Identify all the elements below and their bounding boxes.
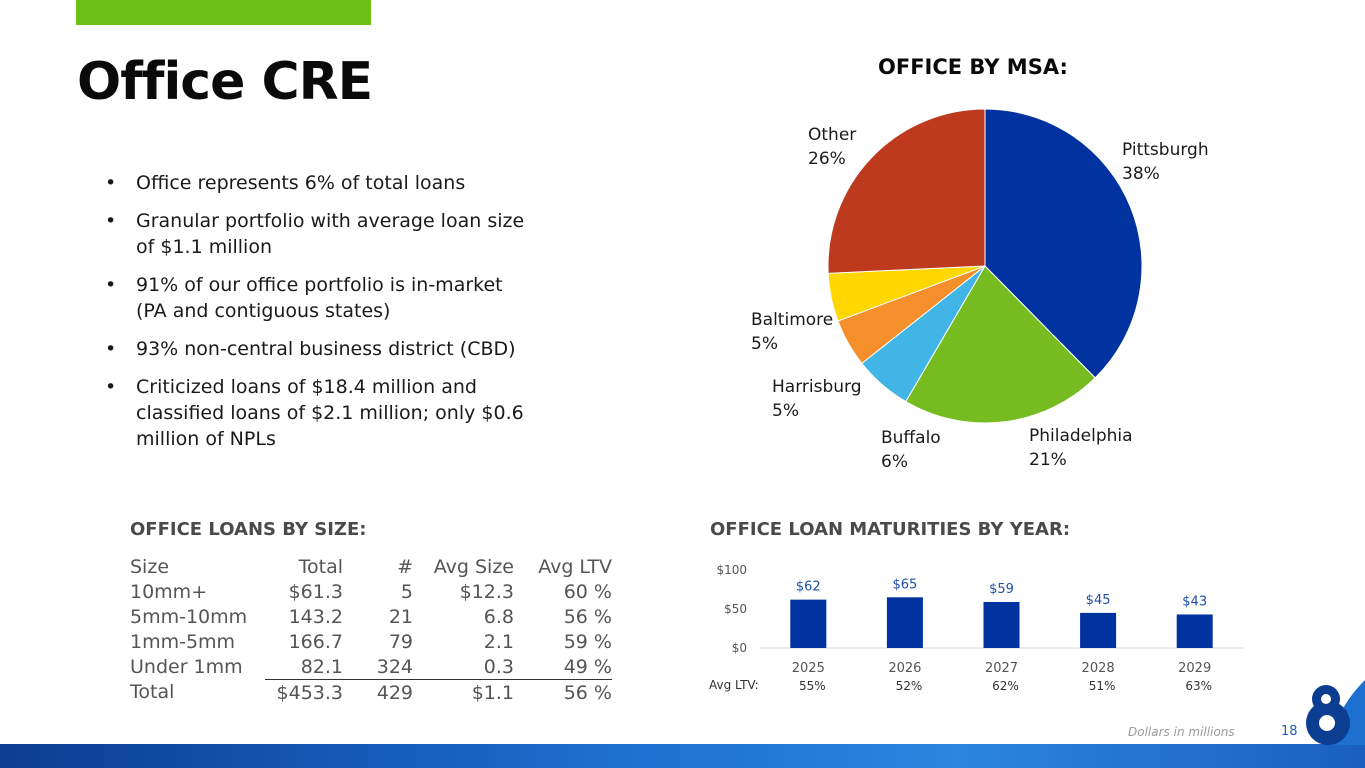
pie-label-value: 5% [772, 401, 799, 421]
table-title: OFFICE LOANS BY SIZE: [130, 519, 367, 540]
pie-label-name: Harrisburg [772, 377, 862, 397]
table-row: 10mm+ $61.3 5 $12.3 60 % [130, 579, 612, 604]
table-cell: $453.3 [265, 679, 343, 705]
bullet-item: Office represents 6% of total loans [105, 170, 535, 196]
ltv-value: 55% [799, 679, 826, 693]
table-cell: 5mm-10mm [130, 605, 248, 628]
pie-label-value: 38% [1122, 164, 1160, 184]
bullet-item: Granular portfolio with average loan siz… [105, 208, 535, 260]
pie-slice-harrisburg [837, 265, 986, 365]
pie-label-name: Pittsburgh [1122, 140, 1209, 160]
table-cell: 166.7 [288, 630, 343, 653]
footer-band [0, 744, 1365, 768]
pie-label-buffalo: Buffalo 6% [881, 426, 941, 474]
bar-data-label: $59 [989, 582, 1014, 597]
table-cell: 2.1 [483, 630, 514, 653]
pie-slice-philadelphia [905, 265, 1096, 424]
table-cell: 143.2 [288, 605, 343, 628]
table-cell: $1.1 [413, 679, 514, 705]
y-tick-label: $100 [716, 563, 747, 577]
pie-label-name: Buffalo [881, 428, 941, 448]
table-row: 5mm-10mm 143.2 21 6.8 56 % [130, 604, 612, 629]
pie-label-name: Baltimore [751, 310, 834, 330]
pie-slice-pittsburgh [984, 108, 1143, 379]
pie-label-value: 21% [1029, 450, 1067, 470]
bar-2025 [790, 599, 827, 648]
bar-data-label: $65 [892, 577, 917, 592]
table-header-row: Size Total # Avg Size Avg LTV [130, 554, 612, 579]
table-cell: 429 [343, 679, 413, 705]
table-cell: 10mm+ [130, 580, 208, 603]
table-total-row: Total $453.3 429 $1.1 56 % [130, 679, 612, 705]
column-header: Avg Size [433, 555, 514, 578]
table-cell: 49 % [563, 655, 612, 678]
page-number: 18 [1281, 724, 1298, 739]
pie-label-other: Other 26% [808, 123, 856, 171]
pie-slice-baltimore [827, 265, 986, 322]
table-cell: 82.1 [300, 655, 343, 678]
column-header: Total [298, 555, 343, 578]
pie-chart-title: OFFICE BY MSA: [878, 55, 1068, 79]
accent-bar [76, 0, 371, 25]
ltv-value: 52% [896, 679, 923, 693]
column-header: # [397, 555, 413, 578]
bullet-item: 91% of our office portfolio is in-market… [105, 272, 535, 324]
table-cell: 56 % [514, 679, 612, 705]
pie-label-name: Philadelphia [1029, 426, 1133, 446]
pie-label-philadelphia: Philadelphia 21% [1029, 424, 1133, 472]
bullet-item: 93% non-central business district (CBD) [105, 336, 535, 362]
pie-label-value: 5% [751, 334, 778, 354]
x-tick-label: 2026 [888, 661, 921, 676]
table-cell: $12.3 [459, 580, 514, 603]
x-tick-label: 2029 [1178, 661, 1211, 676]
ltv-value: 62% [992, 679, 1019, 693]
table-cell: 5 [400, 580, 413, 603]
bar-data-label: $43 [1182, 594, 1207, 609]
x-tick-label: 2028 [1082, 661, 1115, 676]
table-cell: 56 % [563, 605, 612, 628]
bar-data-label: $62 [796, 580, 821, 595]
table-cell: $61.3 [288, 580, 343, 603]
loans-table: Size Total # Avg Size Avg LTV 10mm+ $61.… [130, 554, 612, 705]
table-cell: 21 [388, 605, 413, 628]
table-cell: 6.8 [483, 605, 514, 628]
bar-2027 [983, 601, 1020, 648]
pie-label-baltimore: Baltimore 5% [751, 308, 833, 356]
table-cell: 1mm-5mm [130, 630, 236, 653]
table-cell: 324 [376, 655, 413, 678]
bar-data-label: $45 [1086, 593, 1111, 608]
pie-label-value: 26% [808, 149, 846, 169]
pie-label-value: 6% [881, 452, 908, 472]
brand-logo-icon [1306, 680, 1365, 745]
table-cell: 60 % [563, 580, 612, 603]
column-header: Size [130, 555, 170, 578]
bullet-list: Office represents 6% of total loans Gran… [105, 170, 535, 464]
bar-2026 [886, 597, 923, 648]
y-tick-label: $50 [724, 602, 747, 616]
table-cell: Total [130, 681, 175, 704]
bullet-item: Criticized loans of $18.4 million and cl… [105, 374, 535, 452]
bar-2028 [1080, 612, 1117, 648]
table-row: 1mm-5mm 166.7 79 2.1 59 % [130, 629, 612, 654]
ltv-label: Avg LTV: [709, 678, 759, 692]
table-cell: 79 [388, 630, 413, 653]
column-header: Avg LTV [538, 555, 612, 578]
table-cell: 0.3 [483, 655, 514, 678]
page-title: Office CRE [77, 52, 373, 112]
table-cell: Under 1mm [130, 655, 243, 678]
pie-slice-buffalo [861, 265, 986, 403]
y-tick-label: $0 [732, 641, 747, 655]
x-tick-label: 2027 [985, 661, 1018, 676]
pie-label-name: Other [808, 125, 857, 145]
pie-label-pittsburgh: Pittsburgh 38% [1122, 138, 1209, 186]
footer-note: Dollars in millions [1128, 725, 1235, 739]
table-row: Under 1mm 82.1 324 0.3 49 % [130, 654, 612, 680]
x-tick-label: 2025 [792, 661, 825, 676]
ltv-value: 51% [1089, 679, 1116, 693]
table-cell: 59 % [563, 630, 612, 653]
bar-chart-title: OFFICE LOAN MATURITIES BY YEAR: [710, 519, 1071, 540]
pie-label-harrisburg: Harrisburg 5% [772, 375, 862, 423]
ltv-value: 63% [1185, 679, 1212, 693]
bar-2029 [1176, 614, 1213, 648]
